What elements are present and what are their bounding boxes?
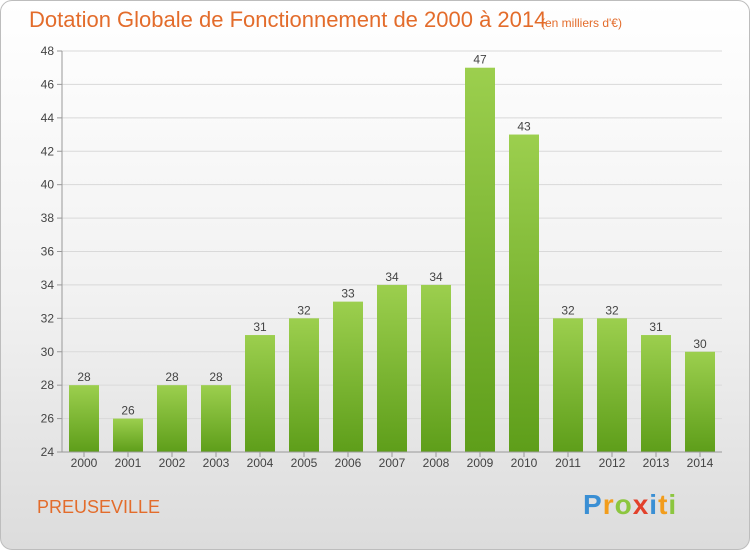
y-tick-label: 46 (41, 77, 55, 91)
x-tick-label-2000: 2000 (71, 456, 98, 470)
chart-unit: (en milliers d'€) (541, 16, 622, 30)
x-tick-label-2014: 2014 (687, 456, 714, 470)
x-tick-label-2006: 2006 (335, 456, 362, 470)
x-tick-label-2013: 2013 (643, 456, 670, 470)
bar-2006 (333, 301, 363, 452)
y-tick-label: 28 (41, 378, 55, 392)
data-label-2014: 30 (693, 337, 707, 351)
data-label-2010: 43 (517, 120, 531, 134)
x-tick-label-2011: 2011 (555, 456, 581, 470)
x-tick-label-2009: 2009 (467, 456, 494, 470)
data-label-2005: 32 (297, 303, 311, 317)
commune-name: PREUSEVILLE (37, 497, 161, 517)
data-label-2001: 26 (121, 404, 135, 418)
data-label-2008: 34 (429, 270, 443, 284)
x-tick-label-2002: 2002 (159, 456, 186, 470)
y-tick-label: 34 (41, 278, 55, 292)
x-tick-label-2008: 2008 (423, 456, 450, 470)
bar-2014 (685, 351, 715, 452)
chart-title: Dotation Globale de Fonctionnement de 20… (29, 7, 547, 32)
data-label-2004: 31 (253, 320, 267, 334)
x-tick-label-2007: 2007 (379, 456, 406, 470)
bar-2003 (201, 385, 231, 452)
bar-2000 (69, 385, 99, 452)
data-label-2003: 28 (209, 370, 223, 384)
axes: 24 26 28 30 32 34 36 38 40 42 44 46 48 2000 2001 2002 20… (41, 44, 722, 470)
y-tick-label: 42 (41, 144, 55, 158)
proxiti-logo[interactable]: Proxiti (583, 489, 678, 520)
data-label-2007: 34 (385, 270, 399, 284)
bar-2007 (377, 284, 407, 452)
x-tick-label-2001: 2001 (115, 456, 142, 470)
bar-2013 (641, 335, 671, 452)
bar-2004 (245, 335, 275, 452)
x-tick-label-2004: 2004 (247, 456, 274, 470)
y-tick-label: 32 (41, 311, 55, 325)
data-label-2006: 33 (341, 287, 355, 301)
data-label-2002: 28 (165, 370, 179, 384)
data-label-2013: 31 (649, 320, 663, 334)
x-tick-label-2003: 2003 (203, 456, 230, 470)
x-tick-label-2010: 2010 (511, 456, 538, 470)
bars: 28 26 28 28 31 32 33 34 34 47 43 32 32 31 30 (69, 53, 715, 452)
y-tick-label: 44 (41, 111, 55, 125)
bar-2005 (289, 318, 319, 452)
data-label-2000: 28 (77, 370, 91, 384)
data-label-2011: 32 (561, 303, 575, 317)
bar-2008 (421, 284, 451, 452)
bar-2012 (597, 318, 627, 452)
y-tick-label: 24 (41, 445, 55, 459)
y-tick-label: 38 (41, 211, 55, 225)
y-tick-label: 26 (41, 412, 55, 426)
x-tick-label-2005: 2005 (291, 456, 318, 470)
bar-2002 (157, 385, 187, 452)
data-label-2012: 32 (605, 303, 619, 317)
y-tick-label: 30 (41, 345, 55, 359)
x-tick-label-2012: 2012 (599, 456, 626, 470)
bar-2010 (509, 134, 539, 452)
y-tick-label: 48 (41, 44, 55, 58)
y-tick-label: 40 (41, 178, 55, 192)
bar-2009 (465, 67, 495, 452)
y-tick-label: 36 (41, 245, 55, 259)
bar-2011 (553, 318, 583, 452)
data-label-2009: 47 (473, 53, 487, 67)
bar-2001 (113, 418, 143, 452)
